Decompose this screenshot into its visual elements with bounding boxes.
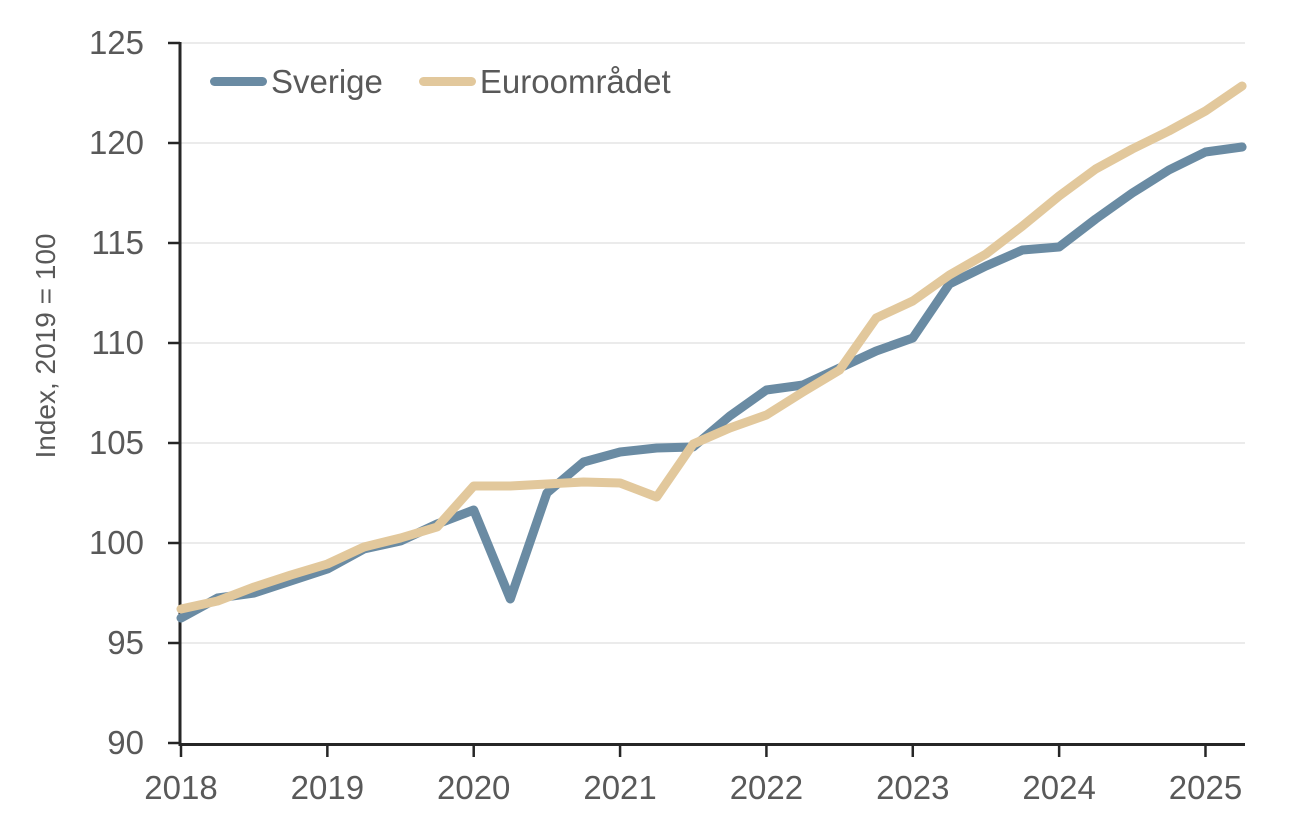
y-tick-label: 100	[89, 524, 144, 561]
x-tick-label: 2018	[144, 769, 217, 806]
y-tick-label: 90	[107, 724, 144, 761]
x-tick-label: 2019	[291, 769, 364, 806]
legend-swatch-euroomradet	[418, 77, 476, 86]
x-tick-label: 2020	[437, 769, 510, 806]
legend-swatch-sverige	[210, 77, 267, 86]
legend-label-sverige: Sverige	[271, 63, 383, 100]
y-tick-label: 125	[89, 24, 144, 61]
x-tick-label: 2022	[730, 769, 803, 806]
y-tick-label: 115	[91, 224, 144, 261]
x-tick-label: 2024	[1022, 769, 1095, 806]
series-line-euroomr-det	[176, 81, 1247, 614]
y-tick-label: 105	[89, 424, 144, 461]
x-tick-label: 2023	[876, 769, 949, 806]
series-line-sverige	[176, 142, 1247, 623]
y-tick-label: 110	[91, 324, 144, 361]
legend-label-euroomradet: Euroområdet	[479, 63, 671, 100]
x-tick-label: 2021	[583, 769, 656, 806]
y-tick-label: 120	[89, 124, 144, 161]
y-axis-title: Index, 2019 = 100	[30, 233, 61, 459]
legend-item-euroomradet: Euroområdet	[418, 63, 671, 100]
legend-item-sverige: Sverige	[210, 65, 383, 98]
legend: Sverige Euroområdet	[210, 65, 671, 98]
y-tick-label: 95	[107, 624, 144, 661]
x-tick-label: 2025	[1169, 769, 1242, 806]
